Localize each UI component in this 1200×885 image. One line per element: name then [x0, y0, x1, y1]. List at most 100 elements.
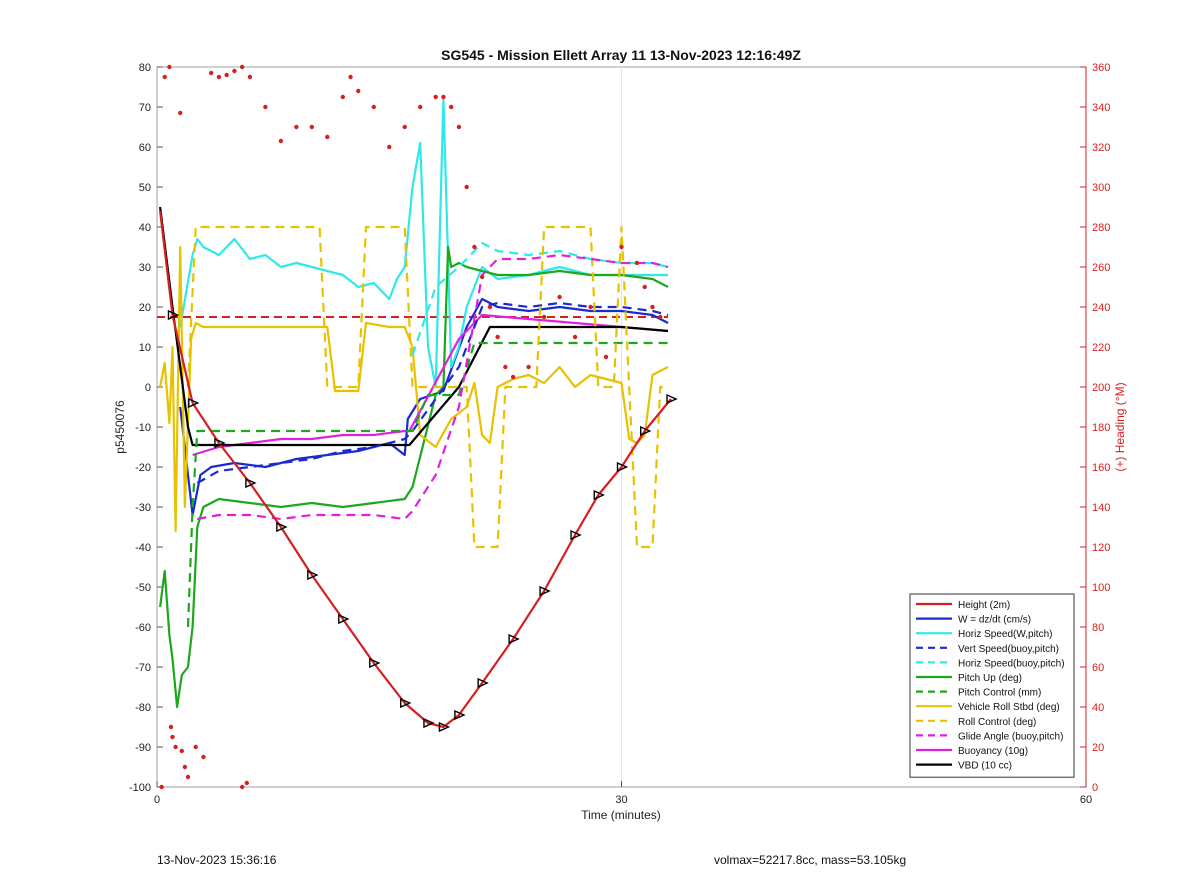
- height-marker: [400, 697, 412, 709]
- heading-point: [619, 244, 624, 250]
- legend-label: Height (2m): [958, 600, 1010, 611]
- y-tick-label: 80: [139, 62, 151, 74]
- heading-point: [541, 314, 547, 320]
- y-tick-label: -80: [135, 702, 151, 714]
- y-tick-label: 60: [139, 142, 151, 154]
- x-tick-label: 0: [154, 794, 160, 806]
- heading-point: [239, 64, 245, 70]
- heading-point: [173, 744, 178, 750]
- heading-point: [510, 374, 516, 380]
- heading-point: [208, 70, 214, 76]
- heading-point: [224, 72, 229, 78]
- heading-point: [402, 124, 407, 130]
- y2-tick-label: 160: [1092, 462, 1110, 474]
- y2-tick-label: 340: [1092, 102, 1110, 114]
- heading-point: [325, 134, 330, 140]
- y-tick-label: -20: [135, 462, 151, 474]
- y-tick-label: 10: [139, 342, 151, 354]
- heading-point: [650, 304, 655, 310]
- height-marker: [187, 397, 200, 409]
- y-tick-label: 70: [139, 102, 151, 114]
- y2-tick-label: 60: [1092, 662, 1104, 674]
- heading-point: [340, 94, 345, 100]
- heading-point: [309, 124, 315, 130]
- height-marker: [570, 529, 582, 541]
- series-line-8: [186, 225, 668, 549]
- series-line-9: [197, 253, 669, 521]
- y2-tick-label: 0: [1092, 782, 1098, 794]
- heading-point: [201, 754, 206, 760]
- heading-point: [168, 724, 174, 730]
- y-tick-label: -70: [135, 662, 151, 674]
- y-tick-label: -10: [135, 422, 151, 434]
- height-marker: [666, 393, 678, 405]
- right-y-axis: 0 20 40 60 80 100 120 140 160 180 200 220 240 260 280 3…: [1080, 62, 1110, 794]
- y2-tick-label: 260: [1092, 262, 1110, 274]
- heading-point: [487, 304, 493, 310]
- heading-point: [479, 274, 485, 280]
- legend-label: W = dz/dt (cm/s): [958, 615, 1031, 626]
- heading-point: [387, 144, 392, 150]
- y-tick-label: -60: [135, 622, 151, 634]
- y2-tick-label: 300: [1092, 182, 1110, 194]
- chart-title: SG545 - Mission Ellett Array 11 13-Nov-2…: [441, 47, 801, 63]
- heading-point: [356, 88, 361, 94]
- y-tick-label: -100: [129, 782, 151, 794]
- y2-tick-label: 240: [1092, 302, 1110, 314]
- series-line-2: [179, 97, 668, 389]
- series-line-5: [159, 245, 669, 709]
- legend-label: Vert Speed(buoy,pitch): [958, 644, 1059, 655]
- series-line-1: [179, 297, 669, 517]
- legend-label: VBD (10 cc): [958, 761, 1012, 772]
- y-tick-label: 20: [139, 302, 151, 314]
- y2-tick-label: 40: [1092, 702, 1104, 714]
- heading-point: [572, 334, 578, 340]
- series-layer: [157, 97, 672, 729]
- heading-point: [185, 774, 191, 780]
- height-marker: [338, 613, 350, 625]
- y-tick-label: 0: [145, 382, 151, 394]
- x-tick-label: 30: [615, 794, 627, 806]
- series-line-11: [159, 206, 669, 447]
- height-marker: [593, 489, 605, 501]
- heading-point: [418, 104, 423, 110]
- y2-tick-label: 20: [1092, 742, 1104, 754]
- legend-label: Pitch Up (deg): [958, 673, 1022, 684]
- y-tick-label: -30: [135, 502, 151, 514]
- height-marker: [245, 477, 257, 489]
- series-line-4: [411, 241, 669, 356]
- height-marker: [307, 569, 319, 581]
- legend: Height (2m) W = dz/dt (cm/s) Horiz Speed(W…: [909, 593, 1075, 778]
- y-tick-label: 40: [139, 222, 151, 234]
- heading-point: [557, 294, 562, 300]
- heading-point: [603, 354, 609, 360]
- y-tick-label: 50: [139, 182, 151, 194]
- footer-timestamp: 13-Nov-2023 15:36:16: [157, 853, 277, 867]
- y2-tick-label: 140: [1092, 502, 1110, 514]
- y-tick-label: -90: [135, 742, 151, 754]
- legend-label: Glide Angle (buoy,pitch): [958, 731, 1063, 742]
- heading-point: [472, 244, 477, 250]
- footer-volmax-mass: volmax=52217.8cc, mass=53.105kg: [714, 853, 907, 867]
- height-marker: [508, 633, 520, 645]
- series-line-0: [159, 210, 672, 729]
- height-marker: [616, 461, 629, 473]
- legend-box: [909, 593, 1075, 778]
- y2-tick-label: 320: [1092, 142, 1110, 154]
- y-tick-label: 30: [139, 262, 151, 274]
- heading-point: [179, 748, 184, 754]
- height-marker: [276, 521, 288, 533]
- y2-tick-label: 100: [1092, 582, 1110, 594]
- heading-point: [278, 138, 284, 144]
- heading-point: [456, 124, 462, 130]
- y-tick-label: -40: [135, 542, 151, 554]
- left-y-axis: -100-90-80-70-60-50-40-30-20-10010203040…: [129, 62, 163, 794]
- heading-point: [503, 364, 508, 370]
- heading-point: [642, 284, 647, 290]
- height-marker: [167, 309, 180, 321]
- height-marker: [369, 657, 381, 669]
- height-marker: [539, 585, 551, 597]
- heading-point: [162, 74, 167, 80]
- legend-label: Pitch Control (mm): [958, 688, 1041, 699]
